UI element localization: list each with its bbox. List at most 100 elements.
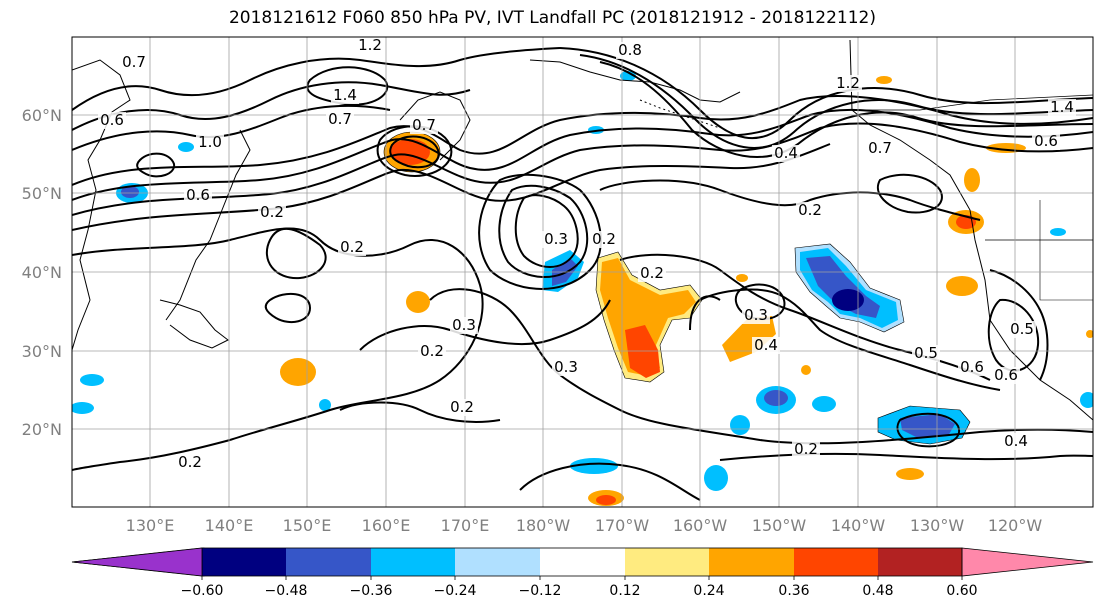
shade-outline [595,251,703,383]
contour-label-bg [331,87,359,104]
coast-north-america [849,39,1093,421]
contour-line [579,54,1093,149]
contour-line [599,61,1093,158]
contour-label: 1.2 [358,36,382,54]
shade-blue [812,396,836,412]
shade-blue [1080,392,1093,408]
colorbar-box [625,548,709,576]
shade-red [596,495,616,505]
colorbar-extend-right [961,547,1094,577]
lat-label: 50°N [22,184,62,203]
contour-line [429,288,1093,445]
contour-label-bg [338,239,366,256]
shade-orange [801,365,811,375]
contour-label-bg [98,112,126,129]
coastlines [72,39,1093,421]
contour-label-bg [410,117,438,134]
coast-asia [72,59,131,351]
contour-label: 0.7 [122,53,146,71]
contour-label-bg [590,231,618,248]
contour-label-bg [1048,99,1076,116]
contour-label: 0.3 [544,230,568,248]
contour-line [72,81,471,131]
colorbar-box [878,548,962,576]
contour-label: 0.7 [412,116,436,134]
contour-label: 0.4 [774,144,798,162]
contour-label-bg [772,145,800,162]
contour-label-bg [912,345,940,362]
shade-medium-blue [764,390,788,406]
shade-medium-blue [121,186,139,198]
contour-label-bg [1002,433,1030,450]
contour-label: 0.2 [450,398,474,416]
contour-label: 0.3 [554,358,578,376]
shade-blue [178,142,194,152]
contour-label: 0.4 [1004,432,1028,450]
contour-line [559,47,1093,139]
colorbar-tick-label: −0.36 [350,583,393,599]
colorbar-tick-label: −0.60 [181,583,224,599]
shaded-anomalies [72,71,1093,506]
contour-label: 0.7 [328,110,352,128]
contour-label-bg [616,42,644,59]
shade-orange [600,258,696,376]
contour-line [72,227,484,441]
lon-label: 150°E [283,516,332,535]
border-states [1039,200,1093,301]
contour-label-bg [542,231,570,248]
shade-orange [406,291,430,313]
lon-label: 130°E [126,516,175,535]
contour-label: 0.2 [592,230,616,248]
lon-label: 180°W [516,516,571,535]
contour-label: 0.2 [340,238,364,256]
contour-label: 0.2 [260,203,284,221]
lat-label: 20°N [22,420,62,439]
shade-blue [730,415,750,435]
pv-contours [72,47,1093,501]
contour-closed [306,66,389,106]
lon-label: 130°W [910,516,965,535]
contour-label: 0.6 [1034,132,1058,150]
lat-label: 40°N [22,263,62,282]
shade-outlines [383,131,971,445]
lat-label: 60°N [22,106,62,125]
shade-orange [280,358,316,386]
shade-outline [877,405,971,445]
contour-line [599,179,981,221]
contour-line [72,47,561,111]
contour-label: 0.6 [100,111,124,129]
contour-closed [265,227,327,280]
colorbar-extend-left-tip [71,547,203,577]
contour-label-bg [356,37,384,54]
contour-line [689,295,721,331]
contour-label: 0.5 [1010,320,1034,338]
contour-line [699,288,1001,391]
colorbar-tick-label: 0.24 [693,583,724,599]
contour-label-bg [448,399,476,416]
lon-label: 140°E [205,516,254,535]
colorbar-tick-label: 0.36 [778,583,809,599]
contour-closed [734,283,786,321]
contour-label-bg [1032,133,1060,150]
contour-label: 0.2 [420,342,444,360]
contour-label: 1.4 [1050,98,1074,116]
contour-label-bg [176,454,204,471]
lon-label: 160°W [673,516,728,535]
contour-label-bg [834,75,862,92]
shade-blue [1050,228,1066,236]
coast-japan [159,299,229,349]
colorbar-box [371,548,455,576]
contour-label-bg [184,187,212,204]
contour-closed [264,292,312,324]
map-title: 2018121612 F060 850 hPa PV, IVT Landfall… [228,8,876,28]
colorbar-tick-label: 0.60 [946,583,977,599]
lat-label: 30°N [22,342,62,361]
shade-blue [72,402,94,414]
contour-label: 0.6 [960,358,984,376]
contour-closed [136,152,176,178]
contour-label: 1.2 [836,74,860,92]
shade-blue [319,399,331,411]
shade-orange [722,316,776,362]
shade-orange [896,468,924,480]
contour-line [719,452,1093,461]
